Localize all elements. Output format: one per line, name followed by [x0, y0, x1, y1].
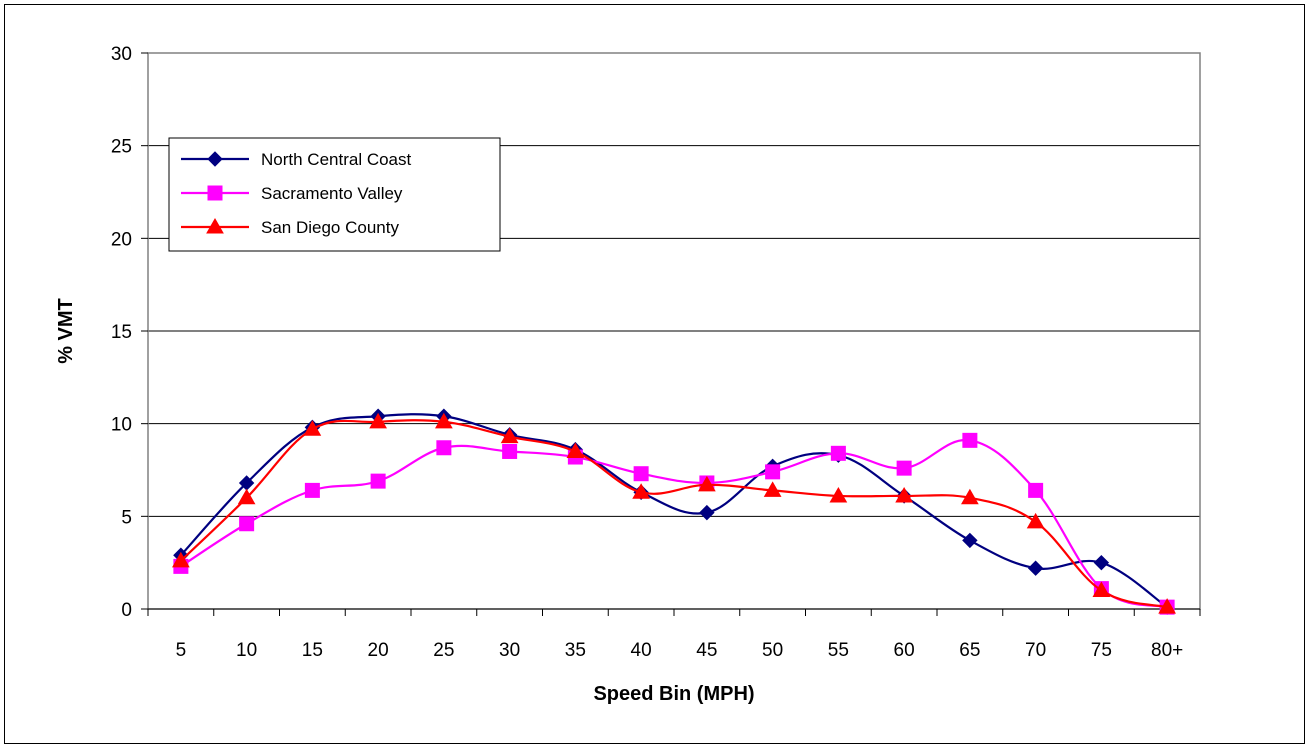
x-tick-label: 60 [894, 640, 915, 661]
y-tick-label: 30 [111, 44, 132, 65]
data-point-north-central-coast [962, 532, 978, 549]
x-tick-label: 40 [631, 640, 652, 661]
legend-marker [207, 185, 223, 201]
x-tick-label: 65 [959, 640, 980, 661]
legend-marker [206, 217, 224, 234]
y-tick-label: 10 [111, 415, 132, 436]
y-tick-label: 20 [111, 229, 132, 250]
series-layer [172, 408, 1176, 615]
data-point-san-diego-county [500, 427, 519, 444]
y-tick-label: 15 [111, 322, 132, 343]
data-point-san-diego-county [237, 488, 256, 505]
data-point-san-diego-county [303, 420, 322, 436]
data-point-sacramento-valley [304, 482, 320, 498]
data-point-san-diego-county [763, 481, 782, 497]
data-point-north-central-coast [1093, 554, 1110, 571]
data-point-san-diego-county [895, 486, 913, 503]
x-tick-label: 15 [302, 640, 323, 661]
data-point-san-diego-county [1026, 512, 1045, 529]
x-axis-title: Speed Bin (MPH) [593, 683, 754, 705]
x-tick-label: 70 [1025, 640, 1046, 661]
series-sacramento-valley [173, 432, 1175, 615]
x-tick-label: 20 [368, 640, 389, 661]
data-point-san-diego-county [369, 412, 387, 429]
x-tick-label: 50 [762, 640, 783, 661]
data-point-san-diego-county [632, 483, 650, 499]
y-axis-title: % VMT [55, 298, 77, 364]
x-tick-label: 75 [1091, 640, 1112, 661]
data-point-san-diego-county [566, 442, 585, 458]
series-line-san-diego-county [180, 419, 1168, 609]
data-point-sacramento-valley [370, 473, 386, 489]
x-tick-label: 45 [696, 640, 717, 661]
data-point-sacramento-valley [1028, 482, 1044, 498]
legend-label: San Diego County [261, 218, 399, 237]
data-point-sacramento-valley [765, 464, 781, 480]
data-point-north-central-coast [699, 504, 715, 521]
x-tick-label: 55 [828, 640, 849, 661]
data-point-north-central-coast [1027, 560, 1044, 576]
x-tick-label: 35 [565, 640, 586, 661]
x-tick-label: 10 [236, 640, 257, 661]
x-tick-label: 30 [499, 640, 520, 661]
chart-frame [4, 4, 1305, 744]
legend-item-san-diego-county: San Diego County [181, 217, 399, 237]
x-tick-label: 5 [176, 640, 187, 661]
data-point-sacramento-valley [830, 445, 846, 461]
data-point-sacramento-valley [633, 466, 649, 482]
gridlines [148, 52, 1200, 517]
x-axis: 5 10 15 20 25 30 35 40 45 50 55 60 65 70 75 80+ [147, 608, 1201, 661]
legend-item-north-central-coast: North Central Coast [181, 150, 412, 169]
legend: North Central Coast Sacramento Valley San … [168, 137, 501, 252]
y-axis: 0 5 10 15 20 25 30 [111, 44, 148, 621]
data-point-san-diego-county [698, 475, 716, 492]
legend-marker [207, 151, 223, 167]
y-tick-label: 5 [121, 507, 132, 528]
data-point-san-diego-county [961, 488, 979, 505]
series-line-north-central-coast [180, 413, 1168, 609]
data-point-sacramento-valley [436, 440, 452, 456]
data-point-san-diego-county [829, 486, 848, 503]
data-point-sacramento-valley [502, 443, 518, 459]
data-point-san-diego-county [435, 412, 453, 429]
series-san-diego-county [172, 412, 1176, 614]
series-line-sacramento-valley [180, 438, 1168, 609]
legend-item-sacramento-valley: Sacramento Valley [181, 184, 403, 203]
x-tick-label: 25 [433, 640, 454, 661]
x-tick-label: 80+ [1151, 640, 1183, 661]
series-north-central-coast [173, 408, 1175, 615]
y-tick-label: 0 [121, 600, 132, 621]
legend-label: Sacramento Valley [261, 184, 403, 203]
y-tick-label: 25 [111, 137, 132, 158]
legend-box [168, 137, 501, 252]
data-point-san-diego-county [172, 551, 190, 568]
data-point-san-diego-county [1158, 598, 1176, 614]
data-point-sacramento-valley [896, 460, 912, 476]
data-point-sacramento-valley [962, 432, 978, 448]
legend-label: North Central Coast [261, 150, 412, 169]
data-point-sacramento-valley [239, 516, 255, 532]
data-point-san-diego-county [1092, 581, 1111, 597]
